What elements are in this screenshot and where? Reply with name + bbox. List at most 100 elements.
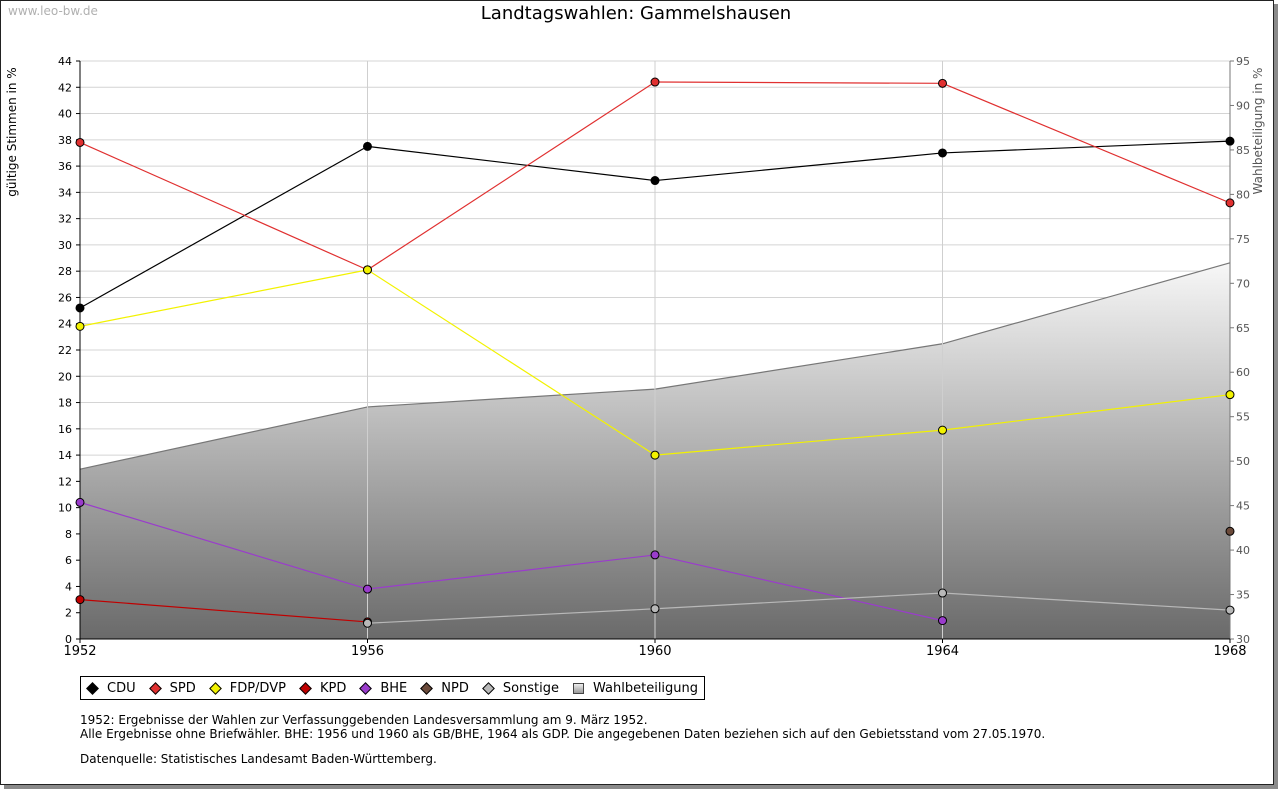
- y-tick-label: 20: [58, 370, 72, 383]
- legend-label: CDU: [107, 680, 136, 696]
- legend-item: Wahlbeteiligung: [571, 681, 698, 696]
- y-tick-label: 42: [58, 81, 72, 94]
- y-tick-label: 6: [65, 554, 72, 567]
- data-point-bhe: [363, 584, 372, 594]
- y-axis-right-title: Wahlbeteiligung in %: [1251, 68, 1265, 195]
- series-line-sonstige: [942, 592, 1231, 611]
- legend-marker: [298, 681, 312, 695]
- series-line-cdu: [79, 145, 368, 309]
- y-tick-label: 0: [65, 633, 72, 646]
- y-tick-label: 8: [65, 528, 72, 541]
- y-right-tick-label: 50: [1236, 455, 1250, 468]
- note-line: 1952: Ergebnisse der Wahlen zur Verfassu…: [80, 713, 648, 727]
- y-tick-label: 38: [58, 134, 72, 147]
- y-tick-label: 26: [58, 291, 72, 304]
- y-tick-label: 32: [58, 213, 72, 226]
- data-point-spd: [1225, 198, 1235, 208]
- legend-label: BHE: [380, 680, 408, 696]
- legend-marker: [85, 681, 99, 695]
- y-right-tick-label: 55: [1236, 411, 1250, 424]
- x-tick-label: 1956: [351, 644, 384, 659]
- legend-label: NPD: [441, 680, 469, 696]
- data-point-fdp-dvp: [75, 321, 85, 331]
- legend-item: BHE: [358, 681, 407, 696]
- data-point-sonstige: [1225, 605, 1235, 615]
- legend-item: SPD: [148, 681, 196, 696]
- data-point-spd: [650, 77, 660, 87]
- series-line-cdu: [367, 145, 656, 182]
- series-line-sonstige: [654, 592, 943, 610]
- series-line-spd: [367, 81, 656, 271]
- series-line-spd: [79, 141, 368, 271]
- series-line-bhe: [367, 554, 656, 590]
- legend-item: NPD: [419, 681, 469, 696]
- x-tick-label: 1960: [638, 644, 671, 659]
- y-tick-label: 28: [58, 265, 72, 278]
- legend-marker: [358, 681, 373, 695]
- series-line-bhe: [654, 554, 943, 622]
- y-right-tick-label: 65: [1236, 322, 1250, 335]
- series-line-fdp-dvp: [79, 269, 368, 327]
- legend-item: FDP/DVP: [208, 681, 286, 696]
- notes: 1952: Ergebnisse der Wahlen zur Verfassu…: [80, 713, 1045, 741]
- legend-marker: [208, 681, 222, 695]
- legend-label: FDP/DVP: [229, 680, 286, 696]
- series-line-fdp-dvp: [367, 269, 656, 456]
- series-line-fdp-dvp: [942, 394, 1231, 431]
- data-point-bhe: [650, 550, 660, 560]
- legend-marker: [148, 681, 162, 695]
- y-tick-label: 10: [58, 502, 72, 515]
- data-point-bhe: [938, 616, 947, 626]
- x-tick-label: 1952: [63, 644, 96, 659]
- y-right-tick-label: 80: [1236, 188, 1250, 201]
- source-note: Datenquelle: Statistisches Landesamt Bad…: [80, 752, 437, 766]
- data-point-cdu: [363, 141, 372, 151]
- note-line: Alle Ergebnisse ohne Briefwähler. BHE: 1…: [80, 727, 1046, 741]
- watermark: www.leo-bw.de: [8, 4, 98, 18]
- y-right-tick-label: 75: [1236, 233, 1250, 246]
- data-point-cdu: [1225, 136, 1235, 146]
- y-tick-label: 14: [58, 449, 72, 462]
- y-tick-label: 2: [65, 607, 72, 620]
- legend-marker: [419, 681, 434, 695]
- data-point-spd: [75, 137, 85, 147]
- legend-label: SPD: [169, 680, 196, 696]
- data-point-fdp-dvp: [1225, 390, 1235, 400]
- legend: CDU SPD FDP/DVP KPD BHE NPD Sonstige Wahlbeteil…: [80, 676, 706, 700]
- y-right-tick-label: 30: [1236, 633, 1250, 646]
- legend-label: Wahlbeteiligung: [593, 680, 699, 696]
- y-right-tick-label: 90: [1236, 99, 1250, 112]
- data-point-cdu: [75, 303, 85, 313]
- y-tick-label: 12: [58, 475, 72, 488]
- data-point-cdu: [938, 148, 947, 158]
- data-point-kpd: [75, 595, 85, 605]
- chart-canvas: 0246810121416182022242628303234363840424…: [5, 55, 1265, 659]
- y-right-tick-label: 70: [1236, 277, 1250, 290]
- y-right-tick-label: 85: [1236, 144, 1250, 157]
- legend-label: KPD: [319, 680, 347, 696]
- data-point-sonstige: [650, 604, 660, 614]
- y-right-tick-label: 60: [1236, 366, 1250, 379]
- data-point-fdp-dvp: [650, 450, 660, 460]
- y-right-tick-label: 45: [1236, 500, 1250, 513]
- legend-marker: [481, 681, 495, 695]
- y-tick-label: 30: [58, 239, 72, 252]
- legend-item: CDU: [85, 681, 136, 696]
- y-tick-label: 36: [58, 160, 72, 173]
- data-point-cdu: [650, 176, 660, 186]
- series-line-spd: [654, 81, 943, 84]
- y-tick-label: 40: [58, 108, 72, 121]
- series-line-fdp-dvp: [654, 429, 943, 456]
- y-right-tick-label: 95: [1236, 55, 1250, 68]
- legend-item: Sonstige: [481, 681, 559, 696]
- data-point-fdp-dvp: [938, 425, 947, 435]
- y-tick-label: 18: [58, 397, 72, 410]
- data-point-sonstige: [938, 588, 947, 598]
- series-line-sonstige: [367, 608, 656, 624]
- legend-label: Sonstige: [502, 680, 560, 696]
- x-tick-label: 1968: [1213, 644, 1246, 659]
- series-line-spd: [942, 82, 1231, 204]
- y-tick-label: 44: [58, 55, 72, 68]
- y-tick-label: 24: [58, 318, 72, 331]
- x-tick-label: 1964: [926, 644, 959, 659]
